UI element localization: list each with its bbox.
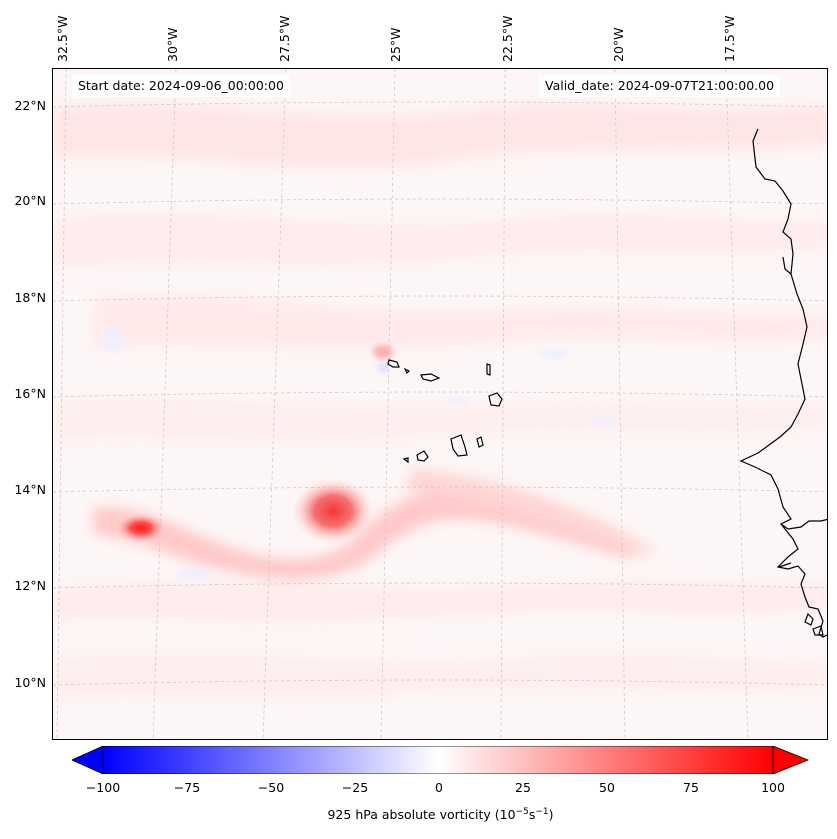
vortex-core-west [115,513,167,543]
colorbar-label-mid: s [528,807,536,823]
valid-date-label: Valid_date: 2024-09-07T21:00:00.00 [539,75,781,97]
colorbar-tick-0: 0 [435,780,443,795]
vorticity-light-bands [53,103,827,699]
graticule [53,69,827,739]
colorbar-tick-neg50: −50 [257,780,285,795]
colorbar-tick-neg100: −100 [85,780,121,795]
lon-label-22-5w: 22.5°W [500,15,515,62]
lon-label-20w: 20°W [611,27,626,62]
cape-verde-islands [387,359,503,464]
lon-label-32-5w: 32.5°W [55,15,70,62]
colorbar-tick-neg25: −25 [341,780,369,795]
colorbar-tick-25: 25 [515,780,531,795]
colorbar-label-text: 925 hPa absolute vorticity (10 [327,807,516,823]
colorbar-tick-50: 50 [599,780,615,795]
colorbar [72,746,809,774]
colorbar-label-exp1: −5 [515,807,529,817]
lat-label-22n: 22°N [14,98,46,113]
colorbar-label-exp2: −1 [535,807,549,817]
colorbar-min-extend [72,746,104,774]
lon-label-27-5w: 27.5°W [277,15,292,62]
colorbar-tick-neg75: −75 [173,780,201,795]
vorticity-negative-patches [103,327,617,580]
map-panel [52,68,828,740]
lat-label-10n: 10°N [14,675,46,690]
lon-label-30w: 30°W [165,27,180,62]
african-coastline [739,128,827,638]
colorbar-tick-75: 75 [683,780,699,795]
colorbar-label-end: ) [548,807,554,823]
lat-label-16n: 16°N [14,386,46,401]
colorbar-gradient [102,746,774,774]
start-date-label: Start date: 2024-09-06_00:00:00 [72,75,290,97]
lat-label-20n: 20°N [14,193,46,208]
lat-label-18n: 18°N [14,290,46,305]
vortex-core-central [291,477,375,545]
lon-label-17-5w: 17.5°W [722,15,737,62]
vortex-spot-north [373,345,393,359]
colorbar-max-extend [772,746,809,774]
colorbar-label: 925 hPa absolute vorticity (10−5s−1) [0,807,837,822]
colorbar-tick-100: 100 [761,780,785,795]
lon-label-25w: 25°W [388,27,403,62]
lat-label-12n: 12°N [14,578,46,593]
vorticity-map [53,69,827,739]
lat-label-14n: 14°N [14,482,46,497]
